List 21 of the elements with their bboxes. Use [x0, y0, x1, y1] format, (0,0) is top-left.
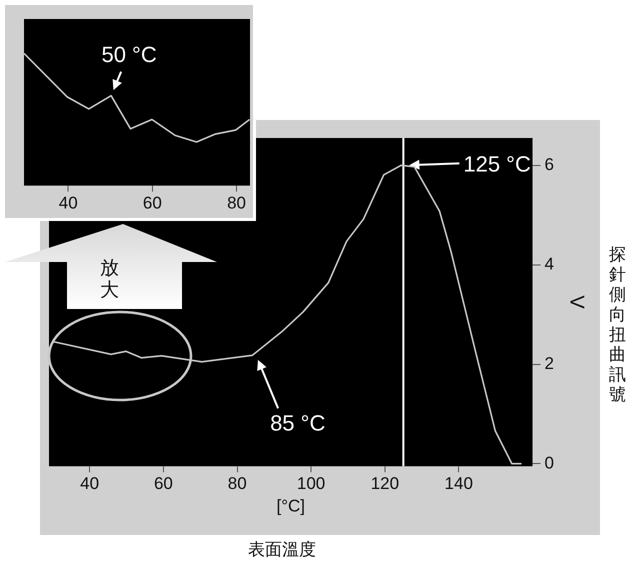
y-axis-title: V	[565, 295, 588, 310]
x-axis-title: [°C]	[276, 496, 306, 516]
annotation: 50 °C	[101, 42, 157, 67]
x-tick-label: 80	[228, 474, 247, 494]
y-tick-label: 4	[544, 254, 554, 274]
annotation: 85 °C	[270, 410, 326, 436]
x-tick-label: 60	[142, 193, 162, 212]
text: 表面溫度	[248, 539, 316, 561]
annotation: 125 °C	[463, 151, 531, 176]
y-tick-label: 2	[544, 354, 554, 373]
text: 探針側向扭曲訊號	[609, 245, 627, 405]
y-tick-label: 0	[544, 453, 554, 472]
x-tick-label: 80	[227, 193, 246, 212]
x-tick-label: 40	[80, 474, 100, 494]
x-tick-label: 60	[154, 474, 173, 494]
y-tick-label: 6	[544, 155, 554, 174]
annotation: 放大	[100, 257, 120, 301]
x-tick-label: 100	[296, 474, 326, 494]
x-tick-label: 40	[58, 193, 78, 212]
x-tick-label: 120	[370, 474, 400, 494]
x-tick-label: 140	[444, 474, 473, 494]
